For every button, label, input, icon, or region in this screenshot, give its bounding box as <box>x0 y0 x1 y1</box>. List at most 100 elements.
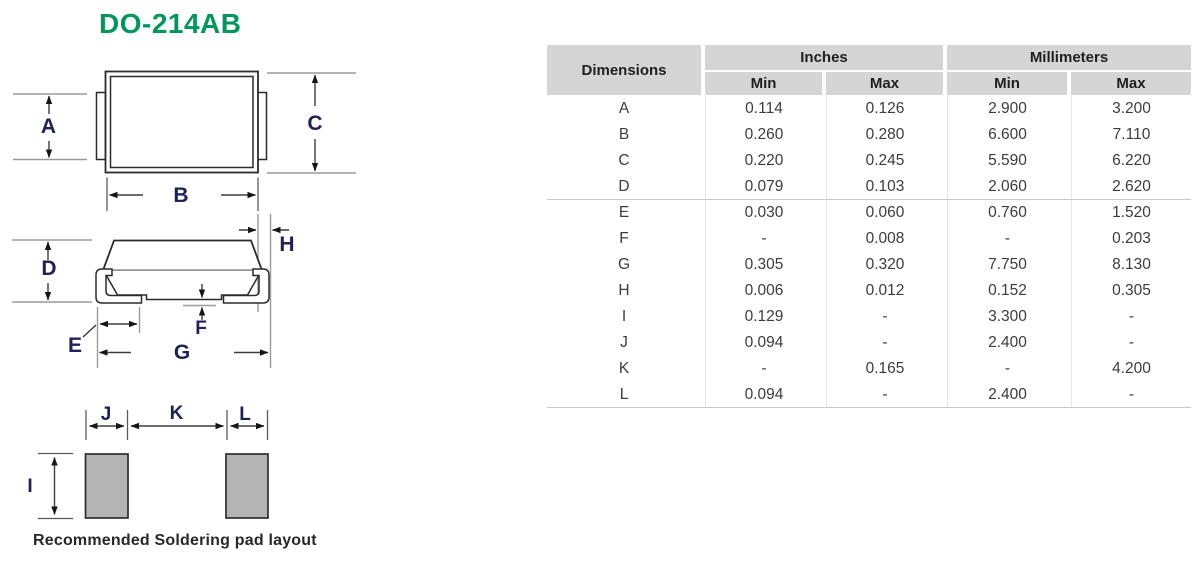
table-header: Dimensions Inches Millimeters Min Max Mi… <box>547 45 1191 95</box>
cell-dim: D <box>618 177 630 195</box>
dim-label-I: I <box>27 476 32 497</box>
dim-label-E: E <box>68 334 82 357</box>
dimension-H: H <box>239 226 295 256</box>
cell-in-min: - <box>705 356 822 382</box>
dim-label-L: L <box>239 404 251 425</box>
cell-in-min: 0.305 <box>705 252 822 278</box>
cell-in-min: 0.079 <box>705 174 822 199</box>
cell-in-min: 0.094 <box>705 330 822 356</box>
cell-dim: J <box>620 334 628 351</box>
table-row: G 0.305 0.320 7.750 8.130 <box>547 252 1191 278</box>
top-view-diagram: A C B <box>13 70 356 211</box>
header-inches: Inches <box>705 45 943 70</box>
dimensions-table: Dimensions Inches Millimeters Min Max Mi… <box>547 45 1191 408</box>
table-row: B 0.260 0.280 6.600 7.110 <box>547 122 1191 148</box>
dimension-E: E <box>68 307 141 368</box>
cell-in-min: 0.220 <box>705 148 822 174</box>
cell-in-max: 0.012 <box>826 278 943 304</box>
cell-in-max: - <box>826 382 943 407</box>
cell-in-min: 0.129 <box>705 304 822 330</box>
cell-dim: G <box>617 256 631 273</box>
table-row: J 0.094-2.400- <box>547 330 1191 356</box>
dimension-B: B <box>106 177 259 211</box>
table-body: A 0.114 0.126 2.900 3.200 B 0.260 0.280 6.600 7.… <box>547 96 1191 408</box>
table-row: I 0.129-3.300- <box>547 304 1191 330</box>
table-row: D 0.079 0.103 2.060 2.620 <box>547 174 1191 200</box>
left-lead-tab <box>95 91 107 161</box>
table-row: L 0.094-2.400- <box>547 382 1191 408</box>
cell-dim: L <box>619 385 629 403</box>
left-solder-pad <box>84 453 129 519</box>
cell-mm-max: 0.305 <box>1071 278 1191 304</box>
cell-in-max: 0.320 <box>826 252 943 278</box>
cell-mm-min: - <box>947 356 1067 382</box>
cell-dim: E <box>618 204 630 221</box>
cell-in-max: 0.245 <box>826 148 943 174</box>
cell-mm-max: - <box>1071 330 1191 356</box>
cell-in-min: 0.006 <box>705 278 822 304</box>
cell-in-min: 0.114 <box>705 96 822 122</box>
header-inches-max: Max <box>826 72 943 95</box>
table-row: A 0.114 0.126 2.900 3.200 <box>547 96 1191 122</box>
dimension-C: C <box>267 72 356 174</box>
header-inches-min: Min <box>705 72 822 95</box>
cell-mm-min: 0.760 <box>947 200 1067 226</box>
cell-mm-min: 2.900 <box>947 96 1067 122</box>
cell-mm-max: 7.110 <box>1071 122 1191 148</box>
cell-in-max: - <box>826 330 943 356</box>
cell-in-max: 0.060 <box>826 200 943 226</box>
cell-mm-max: 3.200 <box>1071 96 1191 122</box>
cell-dim: F <box>619 230 629 247</box>
table-row: K -0.165-4.200 <box>547 356 1191 382</box>
header-mm-max: Max <box>1071 72 1191 95</box>
cell-dim: A <box>618 100 630 117</box>
cell-in-max: 0.103 <box>826 174 943 199</box>
dim-label-D: D <box>41 257 56 280</box>
cell-mm-max: 1.520 <box>1071 200 1191 226</box>
side-view-diagram: D H F E <box>12 214 295 368</box>
cell-mm-min: 7.750 <box>947 252 1067 278</box>
cell-dim: H <box>618 282 630 299</box>
cell-dim: K <box>618 360 630 377</box>
dimension-JKL: J K L <box>85 403 269 440</box>
table-row: H 0.006 0.012 0.152 0.305 <box>547 278 1191 304</box>
pad-layout-caption: Recommended Soldering pad layout <box>33 532 317 549</box>
dim-label-G: G <box>174 341 190 364</box>
cell-mm-max: 4.200 <box>1071 356 1191 382</box>
cell-mm-max: 6.220 <box>1071 148 1191 174</box>
cell-in-max: - <box>826 304 943 330</box>
table-row: E 0.030 0.060 0.760 1.520 <box>547 200 1191 226</box>
soldering-pad-layout: J K L I Recommended Soldering pad layout <box>27 403 317 549</box>
dim-label-F: F <box>195 318 207 339</box>
dim-label-B: B <box>173 184 188 207</box>
cell-in-min: 0.030 <box>705 200 822 226</box>
table-row: F -0.008-0.203 <box>547 226 1191 252</box>
header-mm-min: Min <box>947 72 1067 95</box>
cell-mm-max: 0.203 <box>1071 226 1191 252</box>
dimension-F: F <box>183 284 216 339</box>
cell-mm-max: 8.130 <box>1071 252 1191 278</box>
cell-mm-max: - <box>1071 304 1191 330</box>
dimension-G: G <box>99 341 269 364</box>
cell-mm-min: 6.600 <box>947 122 1067 148</box>
cell-mm-min: 0.152 <box>947 278 1067 304</box>
cell-mm-min: 5.590 <box>947 148 1067 174</box>
dim-label-J: J <box>101 404 112 425</box>
table-row: C 0.220 0.245 5.590 6.220 <box>547 148 1191 174</box>
cell-mm-max: - <box>1071 382 1191 407</box>
right-lead-profile <box>222 268 270 304</box>
cell-mm-min: 2.400 <box>947 330 1067 356</box>
cell-mm-min: 3.300 <box>947 304 1067 330</box>
package-outline-drawing: DO-214AB A C <box>12 8 356 549</box>
dimension-D: D <box>12 239 92 303</box>
left-lead-profile <box>95 268 143 304</box>
cell-dim: B <box>618 126 630 143</box>
dimension-A: A <box>13 93 87 161</box>
header-dimensions: Dimensions <box>547 45 701 95</box>
body-top-profile <box>101 239 264 272</box>
dim-label-C: C <box>307 112 322 135</box>
dim-label-H: H <box>279 233 294 256</box>
cell-in-max: 0.280 <box>826 122 943 148</box>
cell-in-min: 0.260 <box>705 122 822 148</box>
